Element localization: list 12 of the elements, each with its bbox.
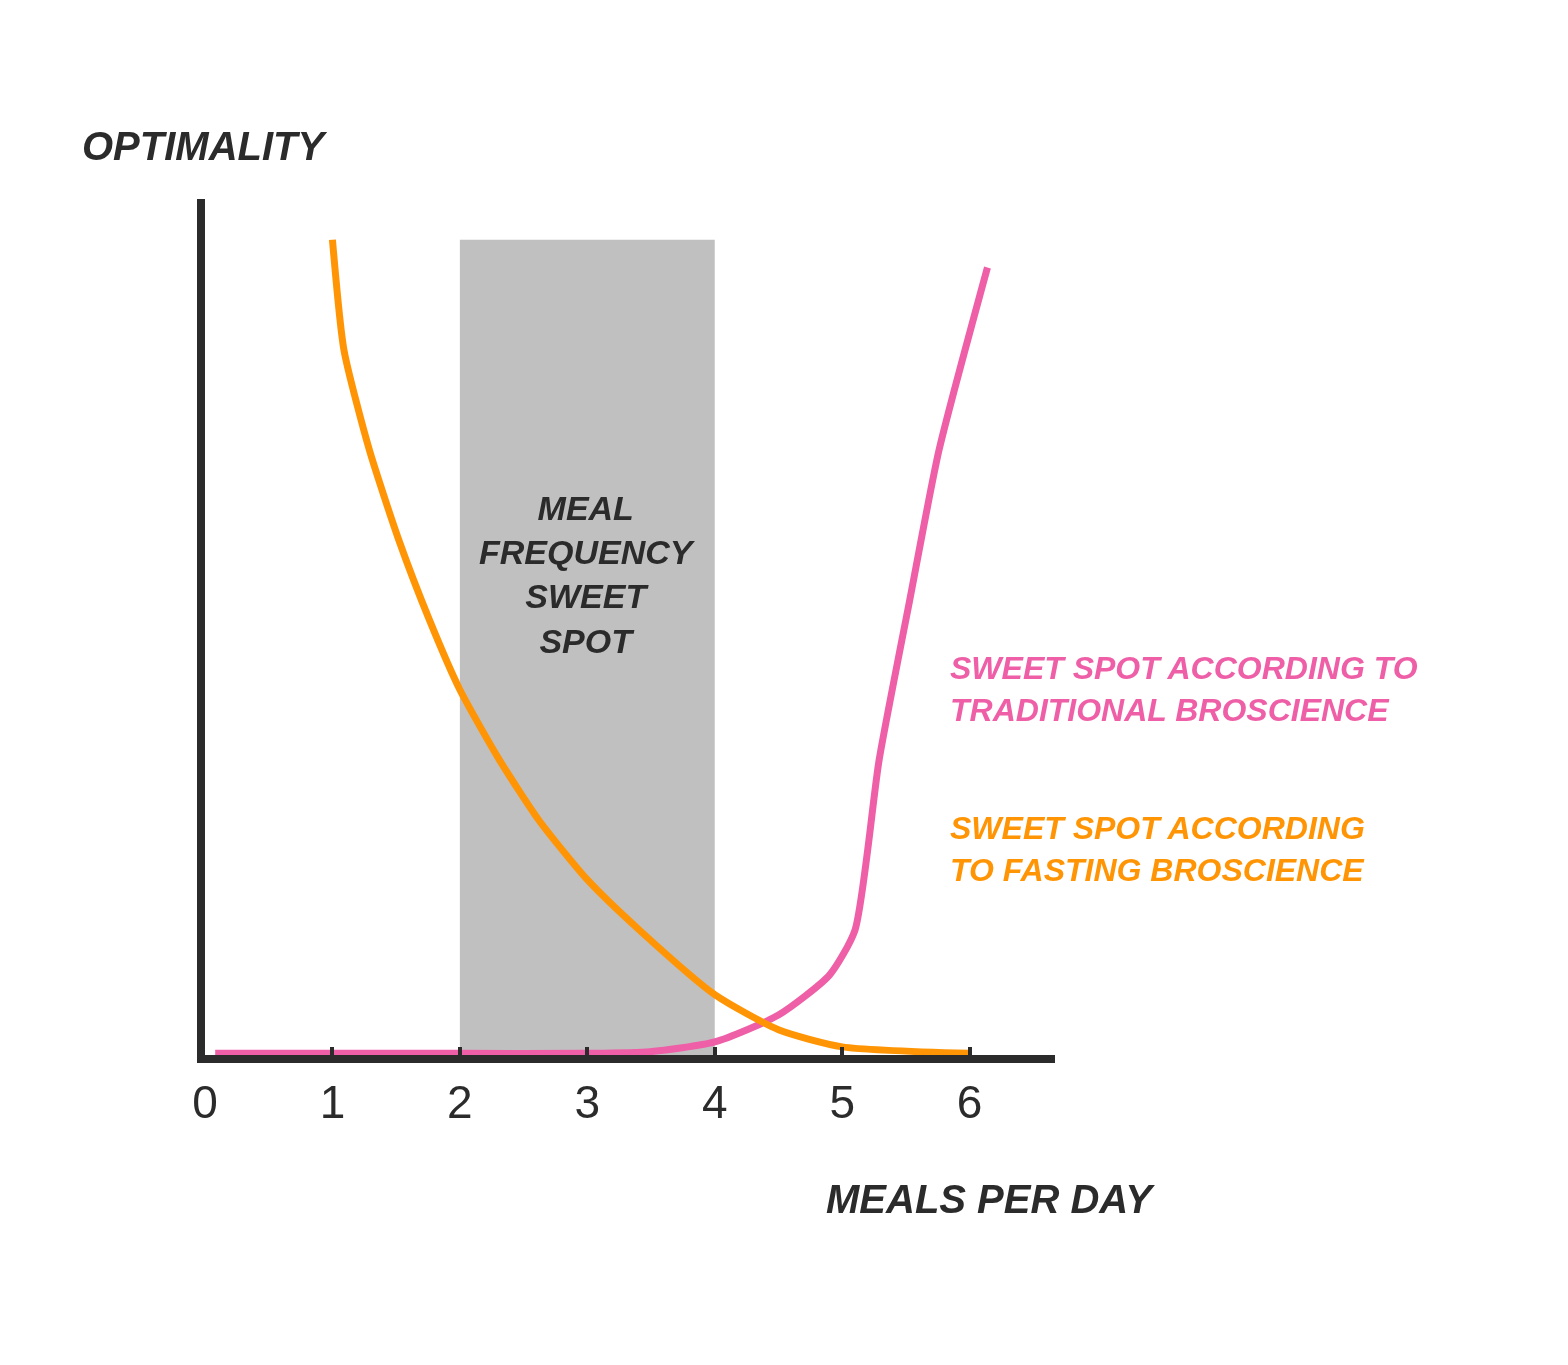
x-tick-label: 5 — [829, 1076, 855, 1129]
x-tick-label: 4 — [701, 1076, 728, 1129]
text: SWEET SPOT ACCORDING TO FASTING BROSCIENCE — [950, 810, 1366, 888]
series-label: SWEET SPOT ACCORDING TO TRADITIONAL BROSCIENCE — [950, 650, 1418, 728]
x-tick-label: 0 — [192, 1076, 218, 1129]
x-tick-label: 1 — [319, 1076, 346, 1129]
x-tick-label: 2 — [447, 1076, 473, 1129]
x-axis-title: MEALS PER DAY — [826, 1177, 1156, 1221]
y-axis-title: OPTIMALITY — [82, 124, 328, 168]
x-tick-label: 3 — [574, 1076, 601, 1129]
band-label: MEAL FREQUENCY SWEET SPOT — [479, 489, 696, 660]
x-tick-label: 6 — [956, 1076, 983, 1129]
